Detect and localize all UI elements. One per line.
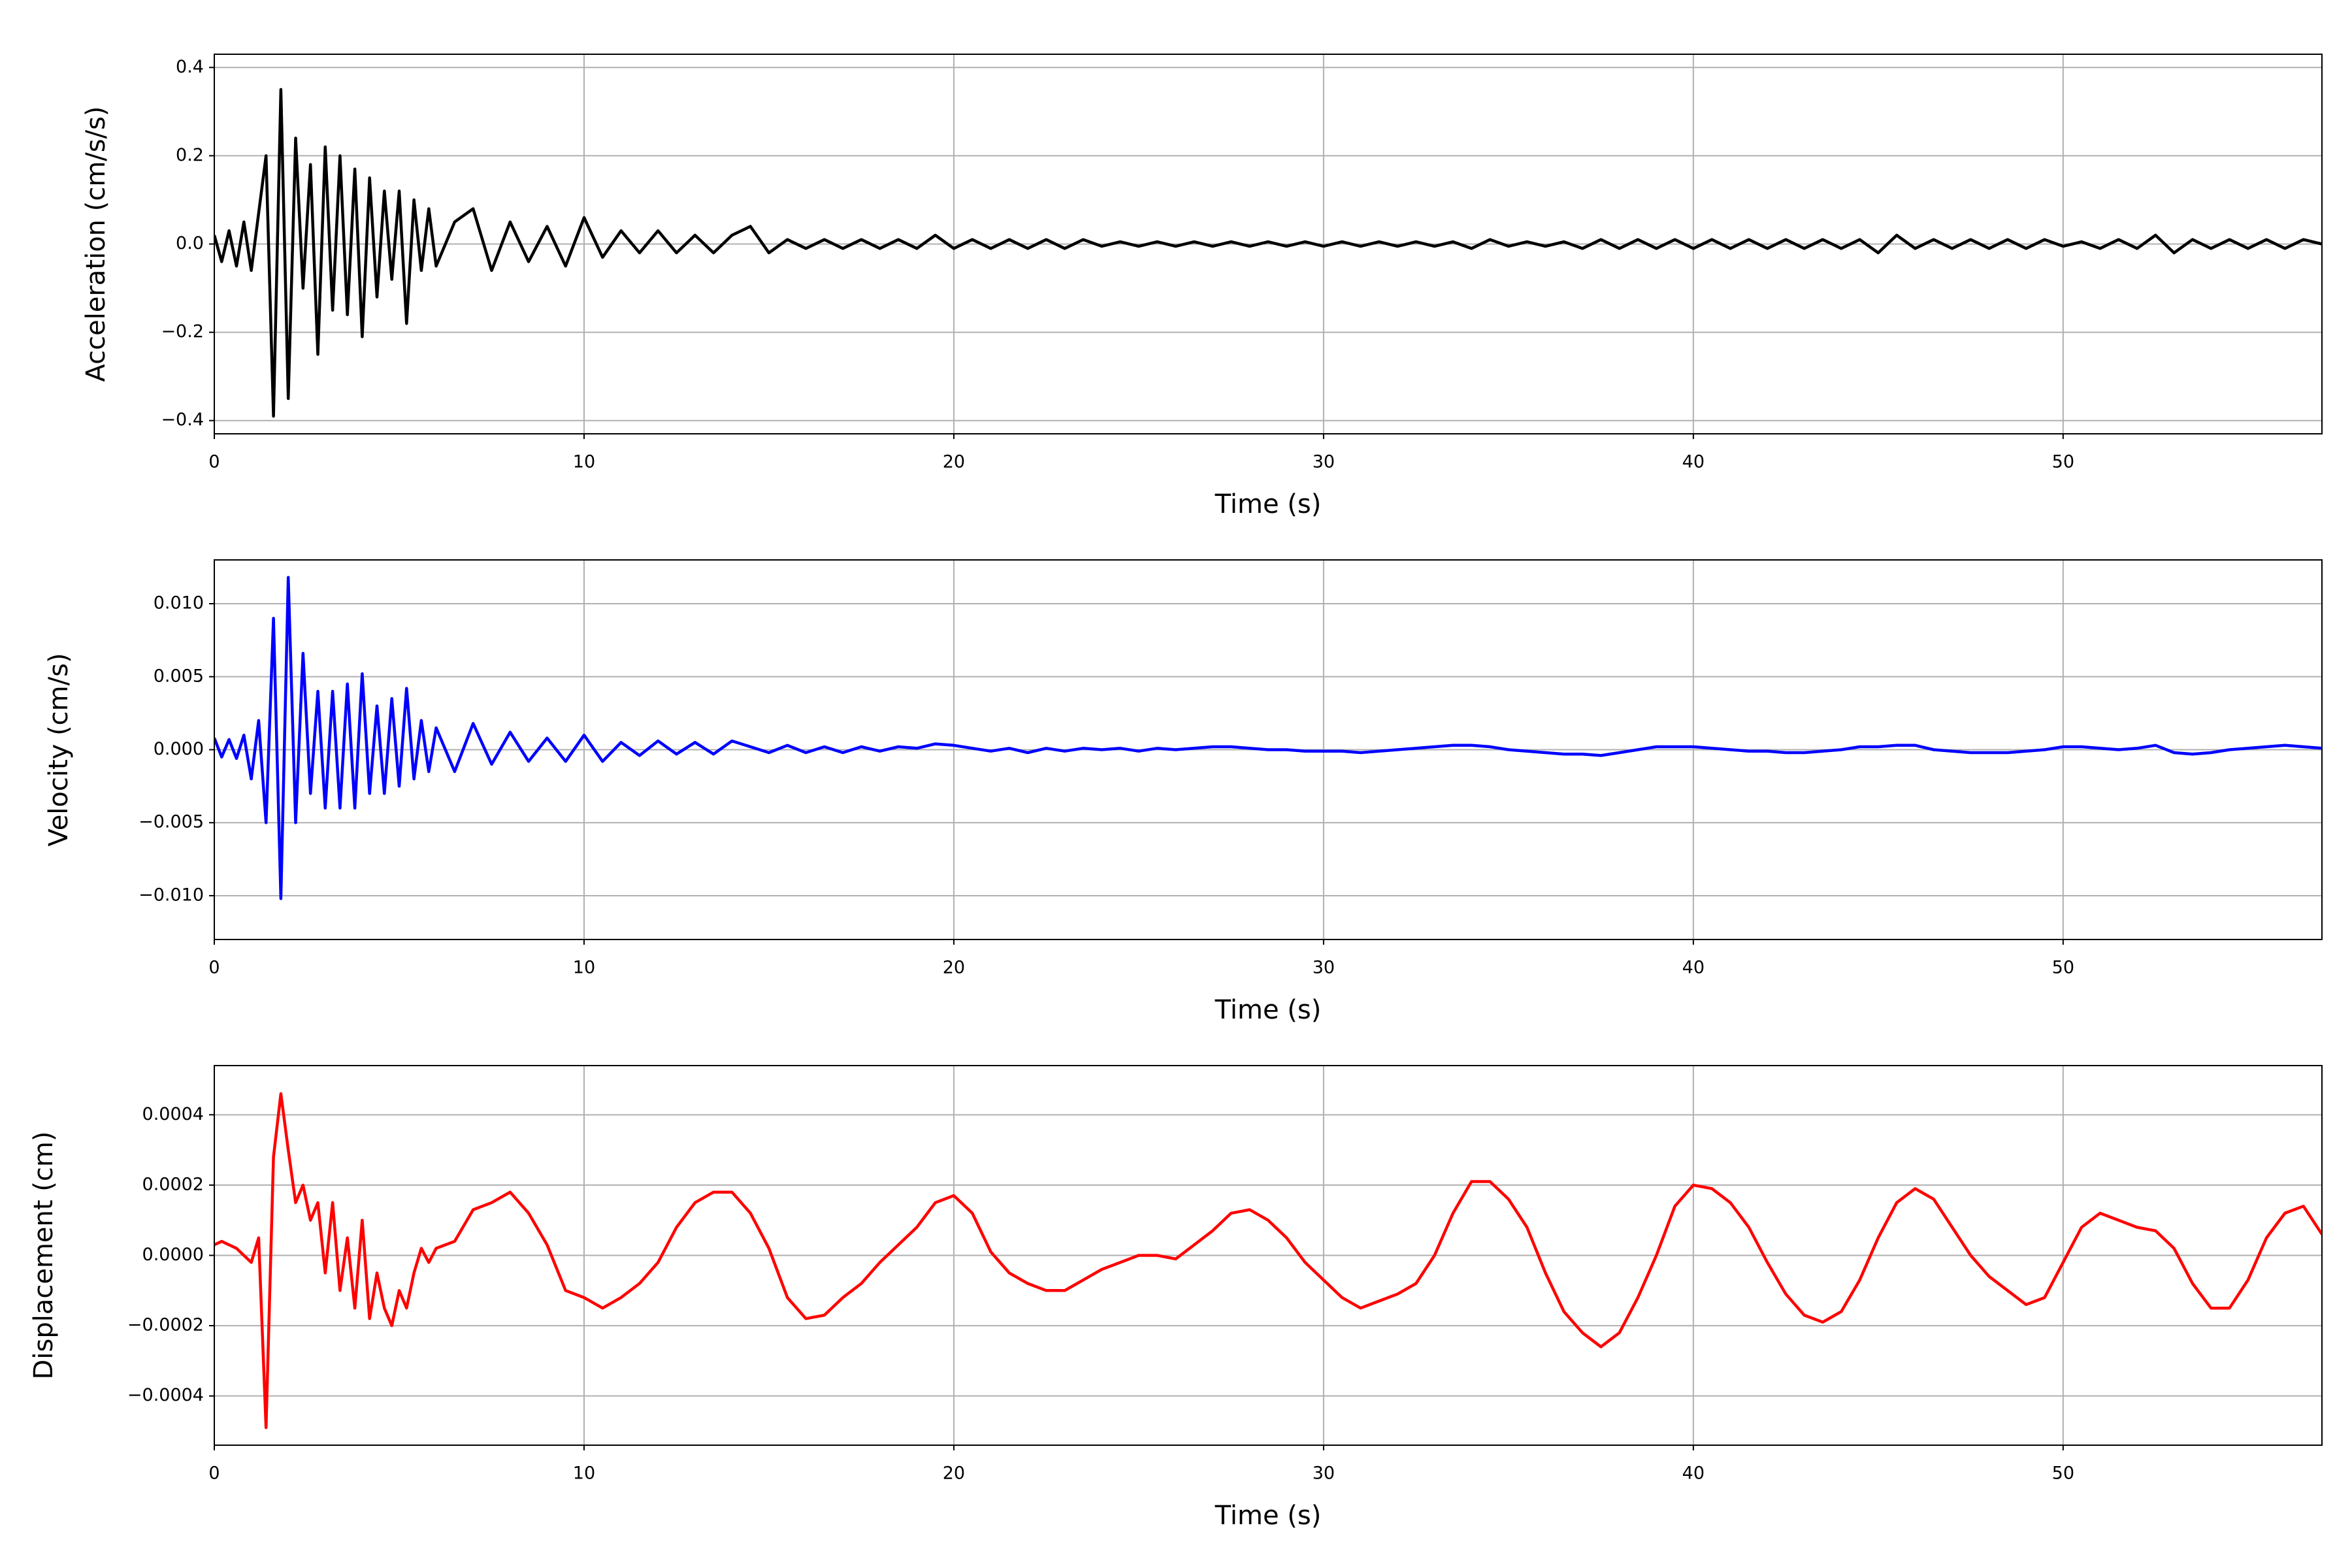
- y-tick-label: 0.010: [154, 593, 204, 613]
- x-tick-label: 30: [1313, 452, 1335, 472]
- plot-area: [214, 88, 2322, 418]
- subplot: 0 10 20 30 40 50 −0.4 −0.2 0.0 0.2 0.4 Time (s) Acce…: [81, 54, 2323, 519]
- x-tick-label: 0: [208, 452, 220, 472]
- x-tick-label: 10: [573, 452, 595, 472]
- y-tick-label: 0.0000: [142, 1245, 204, 1265]
- axes-frame: [214, 54, 2323, 434]
- y-tick-label: −0.0004: [127, 1385, 204, 1405]
- y-tick-label: 0.0002: [142, 1174, 204, 1194]
- x-tick-label: 20: [943, 1463, 965, 1484]
- x-axis-label: Time (s): [1215, 489, 1322, 519]
- x-tick-label: 50: [2052, 452, 2074, 472]
- y-tick-label: −0.010: [139, 885, 204, 905]
- y-axis-label: Acceleration (cm/s/s): [81, 106, 111, 382]
- x-tick-label: 30: [1313, 1463, 1335, 1484]
- x-tick-label: 40: [1682, 958, 1705, 978]
- x-axis-label: Time (s): [1215, 1501, 1322, 1531]
- y-tick-label: −0.4: [161, 410, 204, 430]
- y-tick-label: 0.4: [176, 57, 204, 77]
- y-tick-label: −0.0002: [127, 1315, 204, 1335]
- axes-frame: [214, 559, 2323, 940]
- y-tick-label: 0.005: [154, 666, 204, 686]
- plot-area: [214, 576, 2322, 900]
- x-axis-label: Time (s): [1215, 995, 1322, 1025]
- y-tick-label: −0.2: [161, 321, 204, 342]
- y-axis-label: Velocity (cm/s): [44, 653, 74, 846]
- x-tick-label: 50: [2052, 1463, 2074, 1484]
- x-tick-label: 20: [943, 958, 965, 978]
- plot-area: [214, 1092, 2322, 1429]
- data-line: [214, 88, 2322, 418]
- x-tick-label: 20: [943, 452, 965, 472]
- y-tick-label: 0.0: [176, 233, 204, 253]
- y-axis-label: Displacement (cm): [29, 1132, 59, 1380]
- data-line: [214, 576, 2322, 900]
- x-tick-label: 0: [208, 958, 220, 978]
- subplot: 0 10 20 30 40 50 −0.0004 −0.0002 0.0000 0.0002 0.0…: [29, 1065, 2323, 1531]
- y-tick-label: 0.0004: [142, 1104, 204, 1124]
- x-tick-label: 40: [1682, 452, 1705, 472]
- data-line: [214, 1092, 2322, 1429]
- x-tick-label: 50: [2052, 958, 2074, 978]
- x-tick-label: 30: [1313, 958, 1335, 978]
- x-tick-label: 10: [573, 1463, 595, 1484]
- x-tick-label: 10: [573, 958, 595, 978]
- x-tick-label: 0: [208, 1463, 220, 1484]
- x-tick-label: 40: [1682, 1463, 1705, 1484]
- y-tick-label: −0.005: [139, 812, 204, 832]
- axes-frame: [214, 1065, 2323, 1446]
- subplot: 0 10 20 30 40 50 −0.010 −0.005 0.000 0.005 0.010 Ti…: [44, 559, 2323, 1025]
- y-tick-label: 0.000: [154, 739, 204, 759]
- y-tick-label: 0.2: [176, 145, 204, 165]
